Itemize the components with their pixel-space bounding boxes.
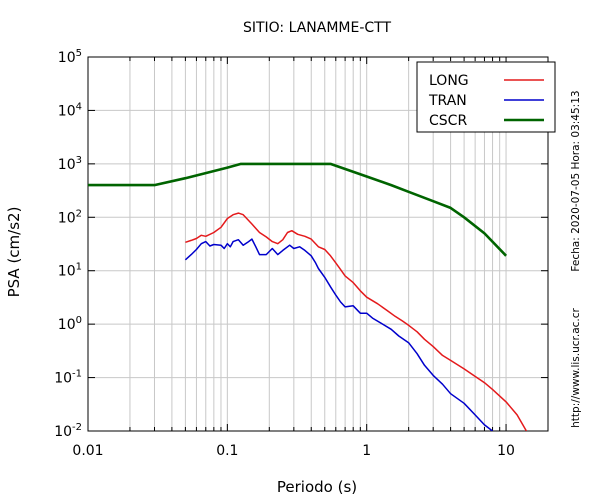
x-axis-label: Periodo (s) — [277, 478, 357, 496]
y-tick-label: 10-2 — [54, 422, 82, 440]
series-line-cscr — [88, 162, 508, 257]
axis-layer: 0.01 0.1 1 10 105 104 103 102 101 100 10-1 10-2 — [54, 48, 549, 459]
x-tick-label: 0.01 — [72, 443, 103, 459]
y-tick-label: 104 — [58, 101, 82, 119]
x-tick-label: 10 — [497, 443, 515, 459]
series-layer — [88, 162, 528, 431]
legend-label-cscr: CSCR — [429, 113, 467, 129]
y-tick-label: 10-1 — [54, 369, 82, 387]
y-axis-label: PSA (cm/s2) — [5, 207, 23, 298]
legend-label-tran: TRAN — [428, 93, 467, 109]
plot-frame — [87, 56, 549, 432]
x-tick-label: 0.1 — [216, 443, 238, 459]
legend-label-long: LONG — [429, 73, 469, 89]
series-line-tran — [184, 238, 493, 431]
y-tick-label: 101 — [58, 262, 82, 280]
date-time-annotation: Fecha: 2020-07-05 Hora: 03:45:13 — [570, 90, 582, 271]
url-annotation: http://www.lis.ucr.ac.cr — [570, 307, 582, 427]
x-tick-label: 1 — [362, 443, 371, 459]
y-tick-label: 105 — [58, 48, 82, 66]
chart-title: SITIO: LANAMME-CTT — [243, 20, 392, 36]
legend: LONG TRAN CSCR — [416, 61, 556, 133]
y-tick-label: 102 — [58, 208, 82, 226]
series-line-long — [185, 212, 528, 431]
y-tick-label: 100 — [58, 315, 82, 333]
y-tick-label: 103 — [58, 155, 82, 173]
